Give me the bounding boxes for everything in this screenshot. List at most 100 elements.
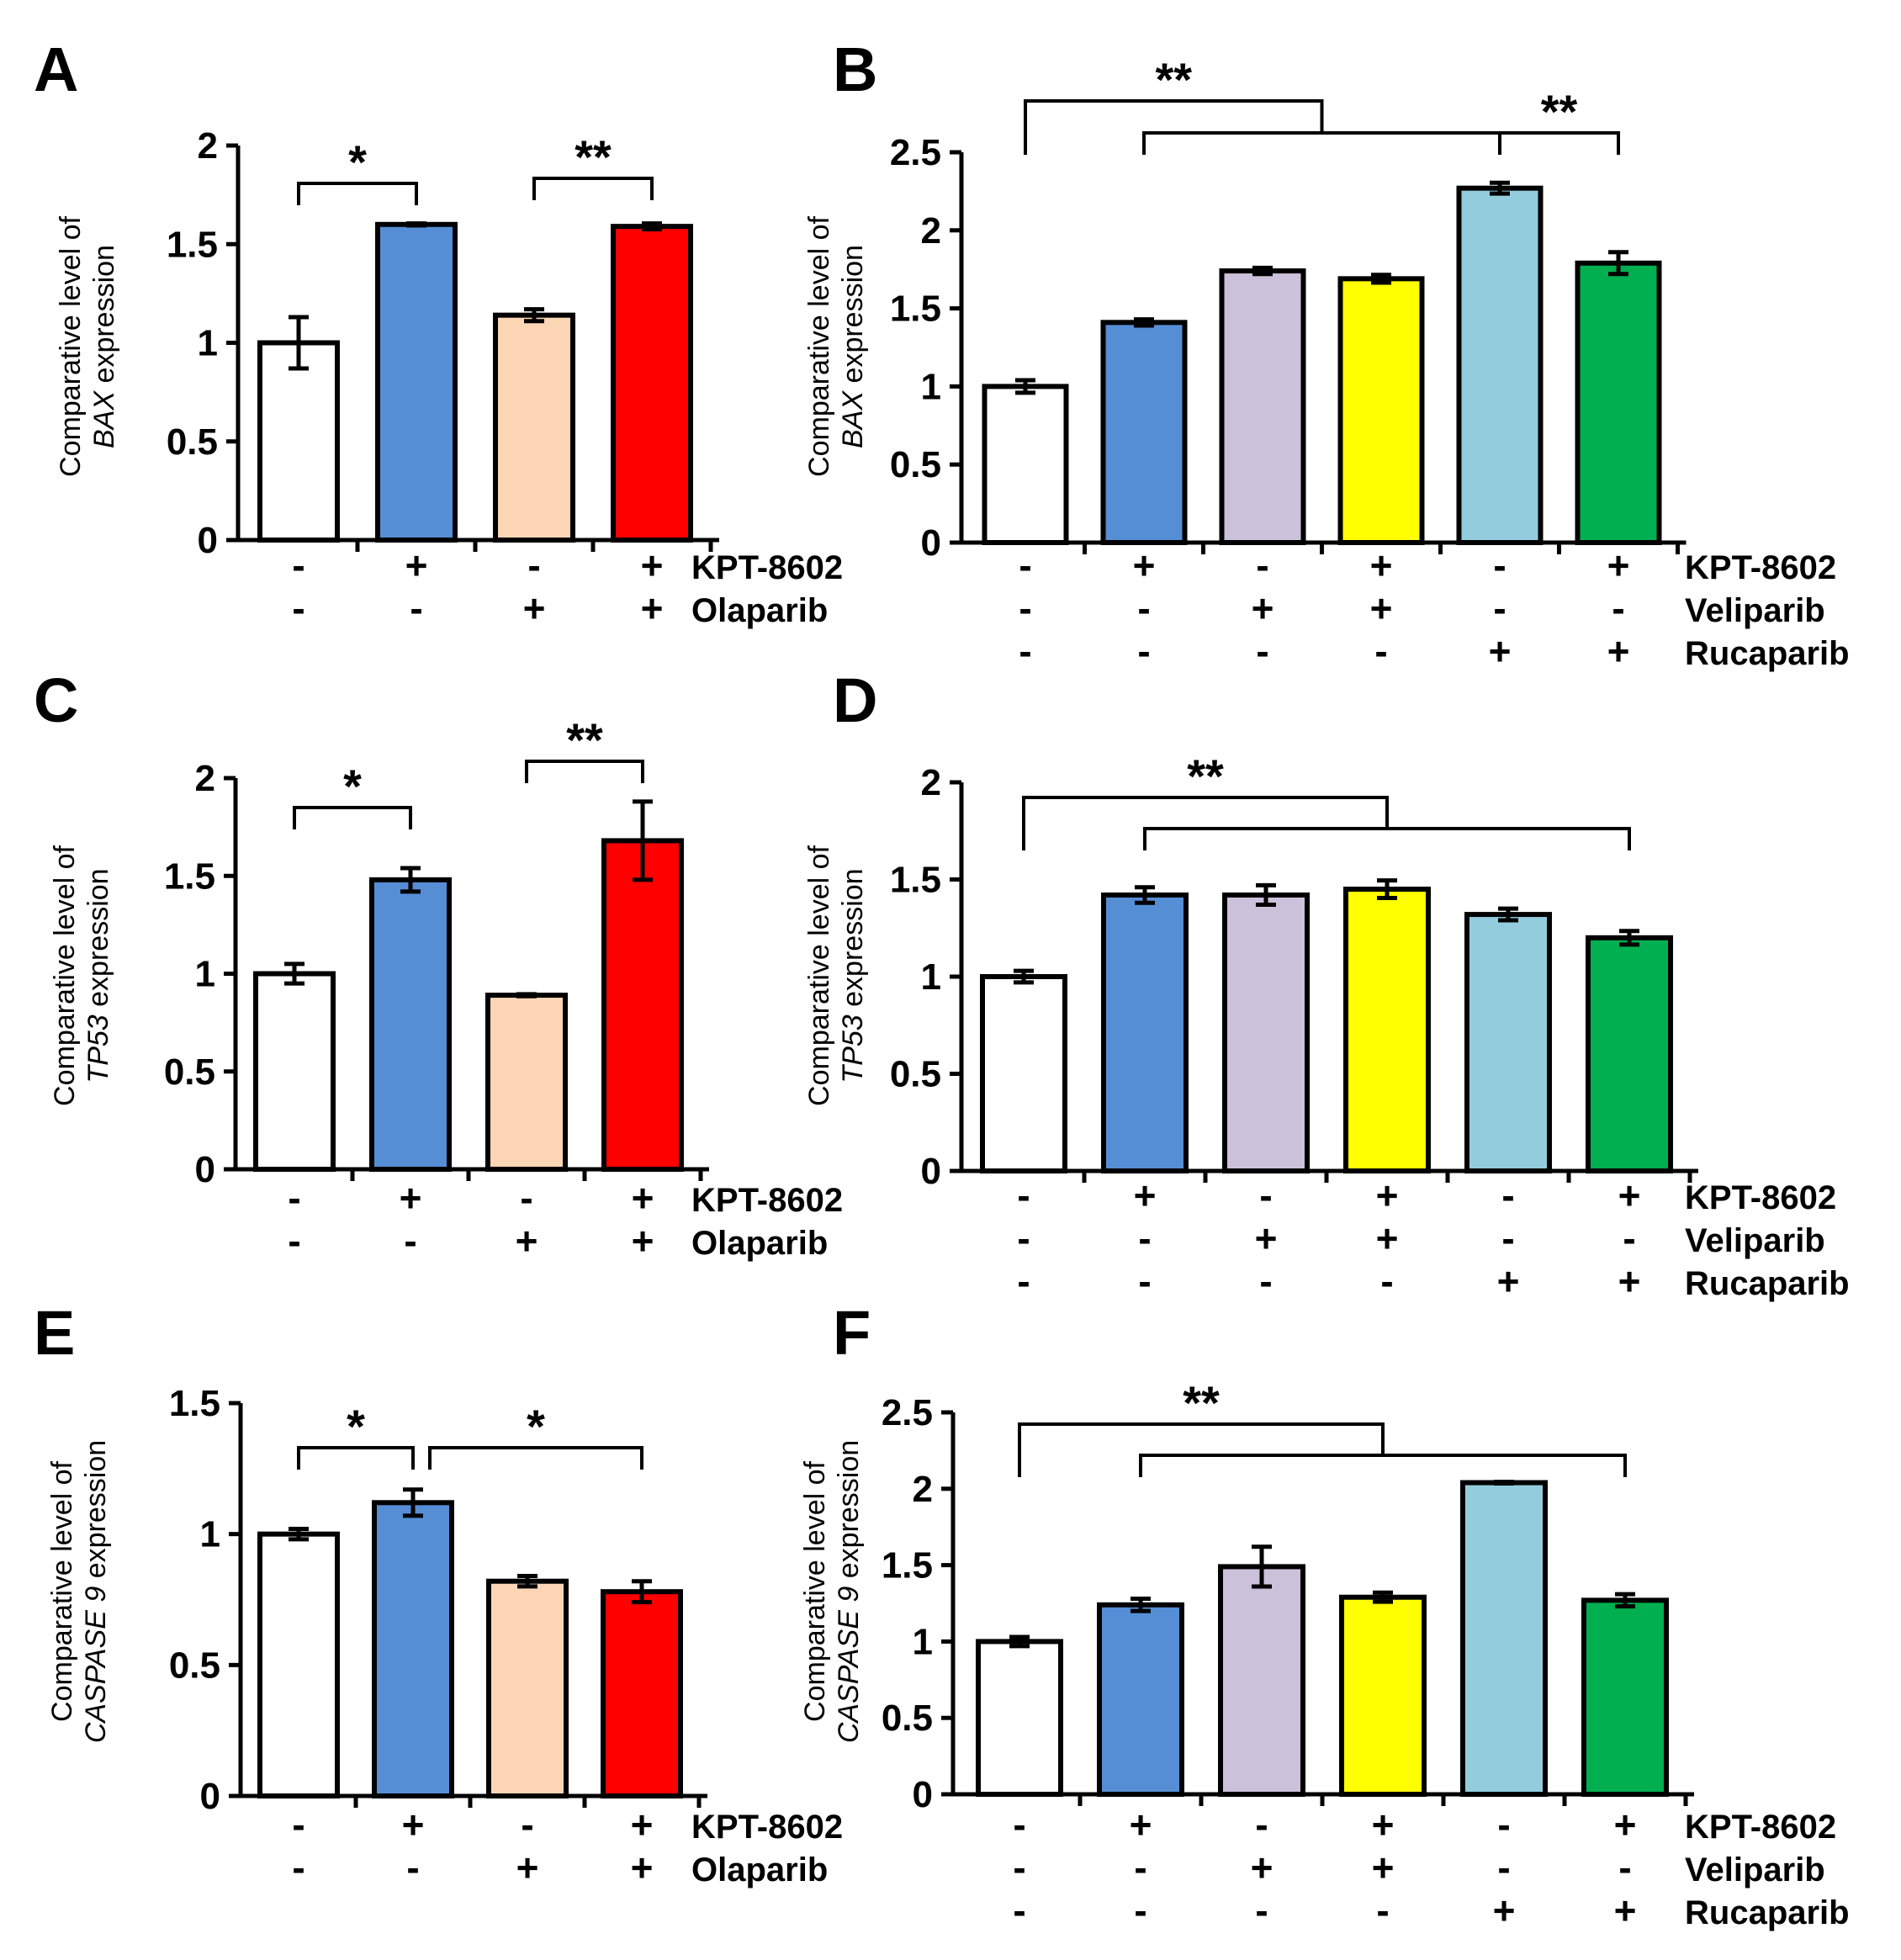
y-tick-label: 1.5 <box>169 1383 220 1424</box>
panel-f: F Comparative level ofCASPASE 9 expressio… <box>799 1298 1850 1932</box>
y-axis-label-suffix: expression <box>833 1440 865 1587</box>
condition-sign: - <box>406 1846 419 1889</box>
bar <box>1581 1597 1669 1798</box>
condition-name: Rucaparib <box>1685 1265 1850 1302</box>
condition-sign: + <box>1252 586 1274 630</box>
condition-sign: - <box>1017 1173 1030 1217</box>
condition-sign: - <box>1256 543 1268 587</box>
y-axis-label-line1: Comparative level of <box>803 845 835 1105</box>
condition-sign: + <box>1370 543 1393 587</box>
significance-label: * <box>527 1400 545 1453</box>
y-axis-label-suffix: expression <box>837 868 869 1014</box>
y-tick-label: 2.5 <box>882 1392 933 1433</box>
condition-sign: + <box>1618 1173 1641 1217</box>
error-bar <box>1135 885 1155 905</box>
condition-sign: + <box>405 543 428 587</box>
condition-sign: + <box>1255 1216 1278 1260</box>
condition-sign: - <box>404 1219 416 1263</box>
significance-label: ** <box>1541 85 1578 138</box>
condition-sign: + <box>1614 1803 1637 1846</box>
bar <box>601 838 684 1173</box>
error-bar <box>1619 929 1639 947</box>
significance-bracket: ** <box>1498 85 1620 155</box>
condition-sign: + <box>632 1219 654 1263</box>
significance-label: ** <box>566 713 603 766</box>
y-tick-label: 0.5 <box>169 1645 220 1686</box>
condition-name: KPT-8602 <box>1685 549 1836 586</box>
condition-sign: + <box>631 1846 654 1889</box>
bar <box>1464 912 1552 1173</box>
condition-sign: + <box>632 1176 654 1220</box>
error-bar <box>1377 878 1397 900</box>
y-tick-label: 1 <box>921 956 941 998</box>
error-bar <box>1494 1480 1514 1486</box>
y-axis-label-gene: CASPASE 9 <box>833 1587 865 1744</box>
condition-sign: + <box>641 586 664 630</box>
bar <box>253 971 336 1172</box>
condition-sign: - <box>1501 1216 1514 1260</box>
condition-sign: - <box>1501 1173 1514 1217</box>
y-axis-label-gene: CASPASE 9 <box>80 1587 112 1744</box>
y-tick-label: 2.5 <box>890 132 941 173</box>
panel-letter: D <box>833 665 877 735</box>
bar <box>375 221 458 543</box>
y-axis-label-suffix: expression <box>837 245 869 391</box>
condition-sign: + <box>400 1176 422 1220</box>
condition-sign: - <box>1374 629 1387 673</box>
condition-sign: - <box>1255 1803 1268 1846</box>
bar <box>1222 892 1310 1173</box>
condition-sign: + <box>1607 629 1630 673</box>
y-axis-label: Comparative level ofTP53 expression <box>49 845 114 1105</box>
error-bar <box>524 307 544 324</box>
panel-letter: F <box>833 1298 871 1368</box>
condition-sign: - <box>1493 543 1506 587</box>
condition-sign: - <box>520 1176 532 1220</box>
condition-sign: - <box>288 1176 300 1220</box>
panel-letter: A <box>34 34 78 104</box>
condition-sign: - <box>1255 1888 1268 1932</box>
y-tick-label: 1 <box>195 954 215 995</box>
condition-sign: - <box>1134 1888 1146 1932</box>
y-axis-label: Comparative level ofBAX expression <box>55 215 120 476</box>
condition-sign: + <box>1618 1259 1641 1303</box>
condition-sign: + <box>1493 1888 1516 1932</box>
condition-sign: - <box>292 1803 304 1846</box>
y-tick-label: 2 <box>195 758 215 799</box>
bar <box>976 1639 1063 1798</box>
y-tick-label: 2 <box>913 1469 933 1510</box>
condition-sign: - <box>1623 1216 1635 1260</box>
condition-sign: + <box>1376 1216 1399 1260</box>
error-bar <box>1256 882 1276 908</box>
condition-sign: + <box>1133 543 1156 587</box>
y-tick-label: 1 <box>921 366 941 407</box>
error-bar <box>1498 906 1518 923</box>
significance-bracket: * <box>297 1400 415 1470</box>
condition-sign: + <box>1130 1803 1152 1846</box>
error-bar <box>1373 1590 1393 1604</box>
error-bar <box>400 866 421 894</box>
bar <box>1456 185 1544 546</box>
bar <box>982 384 1069 545</box>
y-axis-label: Comparative level ofBAX expression <box>803 215 869 476</box>
error-bar <box>403 1487 423 1518</box>
error-bar <box>1615 1592 1635 1609</box>
significance-label: ** <box>1187 750 1224 803</box>
condition-sign: - <box>1013 1803 1025 1846</box>
y-tick-label: 1.5 <box>890 289 941 330</box>
condition-sign: + <box>1251 1846 1274 1889</box>
y-tick-label: 0.5 <box>164 1052 215 1093</box>
bar <box>257 1531 340 1798</box>
condition-sign: - <box>1497 1803 1510 1846</box>
condition-sign: - <box>292 543 304 587</box>
significance-label: ** <box>1155 53 1192 106</box>
y-tick-label: 1.5 <box>890 860 941 901</box>
significance-bracket: * <box>428 1400 643 1470</box>
condition-sign: - <box>1138 1216 1151 1260</box>
y-axis-label-line2: TP53 expression <box>82 868 114 1083</box>
condition-sign: + <box>1370 586 1393 630</box>
y-tick-label: 1 <box>198 323 218 364</box>
y-axis-label-suffix: expression <box>82 868 114 1014</box>
condition-sign: + <box>402 1803 425 1846</box>
condition-name: KPT-8602 <box>691 549 843 586</box>
